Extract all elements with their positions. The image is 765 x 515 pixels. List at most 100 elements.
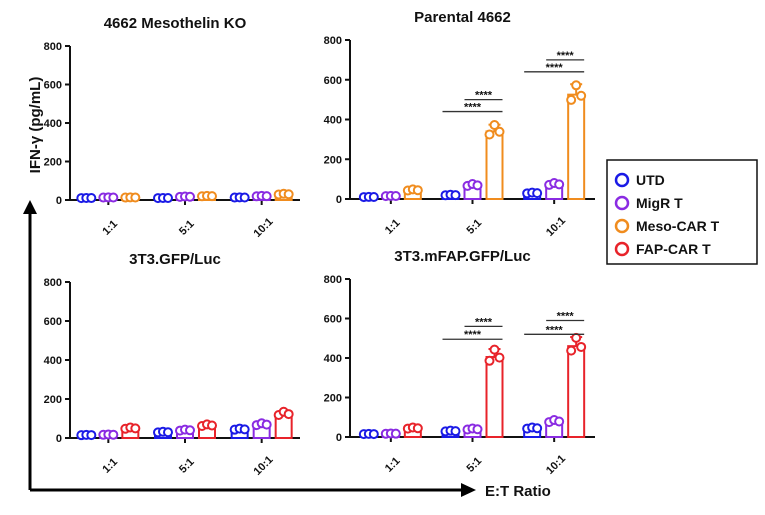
data-point — [163, 193, 173, 204]
data-point — [489, 120, 500, 131]
data-point — [261, 191, 272, 202]
y-tick-label: 0 — [56, 433, 62, 445]
x-tick-label: 10:1 — [544, 453, 568, 477]
data-point — [390, 428, 401, 439]
panel-title: Parental 4662 — [414, 9, 511, 26]
data-point — [368, 429, 379, 440]
x-tick-label: 1:1 — [100, 456, 120, 476]
legend: UTD MigR T Meso-CAR T FAP-CAR T — [606, 159, 758, 265]
panel-3: 3T3.mFAP.GFP/Luc 0 200 400 600 800 1:1 5:1 10:1 *… — [324, 248, 595, 477]
legend-box — [606, 159, 758, 265]
y-tick-label: 400 — [324, 115, 342, 127]
y-tick-label: 200 — [324, 393, 342, 405]
significance-label: **** — [475, 90, 493, 102]
data-point — [390, 191, 401, 202]
significance-label: **** — [475, 316, 493, 328]
data-point — [163, 427, 173, 438]
y-tick-label: 0 — [336, 432, 342, 444]
data-point — [86, 193, 97, 204]
data-point — [108, 429, 119, 440]
legend-entry: UTD — [636, 172, 665, 188]
y-tick-label: 800 — [324, 35, 342, 47]
data-point — [532, 188, 543, 199]
data-point — [283, 409, 294, 420]
data-point — [185, 425, 195, 436]
data-point — [261, 419, 272, 430]
legend-entry: Meso-CAR T — [636, 218, 720, 234]
x-tick-label: 1:1 — [100, 218, 120, 238]
data-point — [368, 192, 379, 203]
data-point — [130, 423, 141, 434]
x-tick-label: 1:1 — [383, 217, 403, 237]
y-tick-label: 600 — [324, 75, 342, 87]
y-tick-label: 400 — [44, 118, 62, 130]
data-point — [185, 191, 195, 202]
y-tick-label: 200 — [324, 154, 342, 166]
y-axis-label: IFN-γ (pg/mL) — [27, 77, 44, 174]
significance-label: **** — [557, 50, 575, 62]
y-tick-label: 800 — [44, 277, 62, 289]
axis-arrows — [23, 200, 476, 497]
bar — [485, 356, 504, 439]
x-tick-label: 10:1 — [252, 454, 276, 478]
x-tick-label: 5:1 — [465, 455, 485, 475]
y-tick-label: 800 — [44, 41, 62, 53]
y-tick-label: 0 — [336, 194, 342, 206]
y-tick-label: 600 — [324, 314, 342, 326]
data-point — [450, 426, 461, 437]
data-point — [566, 94, 577, 105]
data-point — [576, 90, 587, 101]
significance-label: **** — [464, 102, 482, 114]
y-tick-label: 400 — [324, 353, 342, 365]
data-point — [412, 185, 423, 196]
data-point — [450, 190, 461, 201]
y-tick-label: 600 — [44, 316, 62, 328]
data-point — [472, 180, 483, 191]
x-tick-label: 5:1 — [177, 456, 197, 476]
x-tick-label: 5:1 — [465, 217, 485, 237]
significance-label: **** — [464, 329, 482, 341]
data-point — [86, 430, 97, 441]
data-point — [566, 345, 577, 356]
y-tick-label: 200 — [44, 394, 62, 406]
legend-marker — [614, 241, 630, 257]
panel-1: Parental 4662 0 200 400 600 800 1:1 5:1 10:1 ****… — [324, 9, 595, 239]
bar — [567, 93, 586, 200]
bar — [485, 130, 504, 200]
x-tick-label: 1:1 — [383, 455, 403, 475]
data-point — [494, 126, 505, 137]
x-axis-label: E:T Ratio — [485, 483, 551, 500]
data-point — [412, 423, 423, 434]
data-point — [532, 423, 543, 434]
significance-label: **** — [546, 62, 564, 74]
data-point — [239, 424, 250, 435]
data-point — [239, 192, 250, 203]
y-tick-label: 0 — [56, 195, 62, 207]
panel-title: 3T3.mFAP.GFP/Luc — [394, 248, 530, 265]
y-tick-label: 200 — [44, 157, 62, 169]
legend-entry: MigR T — [636, 195, 683, 211]
data-point — [108, 192, 119, 203]
data-point — [571, 80, 582, 91]
data-point — [571, 332, 582, 343]
x-tick-label: 10:1 — [544, 215, 568, 239]
panel-2: 3T3.GFP/Luc 0 200 400 600 800 1:1 5:1 10:1 — [44, 251, 300, 478]
data-point — [576, 341, 587, 352]
significance-label: **** — [546, 324, 564, 336]
bar — [567, 345, 586, 438]
panel-title: 3T3.GFP/Luc — [129, 251, 221, 268]
y-tick-label: 800 — [324, 274, 342, 286]
data-point — [489, 344, 500, 355]
legend-marker — [614, 218, 630, 234]
data-point — [130, 192, 141, 203]
significance-label: **** — [557, 310, 575, 322]
data-point — [484, 355, 495, 366]
y-tick-label: 400 — [44, 355, 62, 367]
legend-marker — [614, 195, 630, 211]
data-point — [554, 416, 565, 427]
data-point — [494, 352, 505, 363]
legend-marker — [614, 172, 630, 188]
data-point — [207, 191, 217, 202]
x-tick-label: 10:1 — [252, 216, 276, 240]
